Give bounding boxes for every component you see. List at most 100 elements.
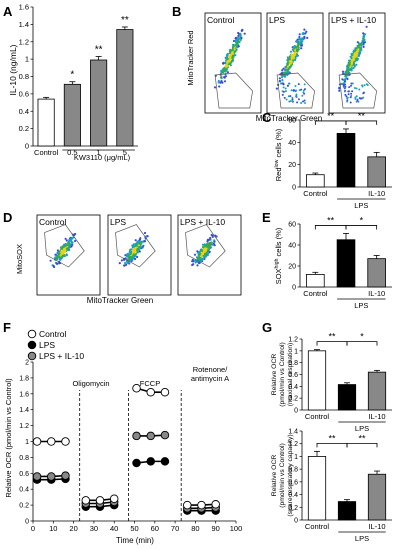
flow-d-plot-control-event — [70, 237, 73, 240]
chart-F-data-point — [146, 457, 155, 466]
flow-b-plot-control-event — [225, 68, 228, 71]
flow-b-plot-lps-il10-event — [349, 65, 352, 68]
flow-b-plot-lps-il10-event — [350, 57, 353, 60]
chart-F-data-point — [160, 430, 170, 440]
flow-b-plot-lps-il10-event — [347, 74, 350, 77]
chart-G2-ytick-label: 0.8 — [288, 467, 298, 474]
chart-F-ytick-label: 0.2 — [19, 503, 29, 510]
flow-b-plot-lps-il10-event — [350, 84, 352, 87]
flow-b-plot-control-event — [231, 48, 234, 51]
flow-b-plot-lps-il10-event — [345, 95, 348, 98]
panel-letter-e: E — [262, 210, 271, 225]
flow-b-plot-lps-il10-event — [359, 42, 362, 45]
chart-A-bar — [90, 59, 108, 147]
flow-b-plot-lps-event — [286, 62, 289, 65]
flow-b-plot-lps-event — [300, 47, 303, 50]
flow-b-plot-control-event — [223, 70, 226, 73]
flow-b-plot-lps-event — [302, 89, 305, 92]
flow-b-plot-lps-event — [297, 83, 300, 86]
flow-b-plot-control-event — [234, 50, 237, 53]
flow-d-plot-lps-event — [126, 253, 129, 256]
flow-d-plot-lps-il10-event — [207, 246, 210, 249]
flow-b-plot-lps — [266, 12, 324, 114]
flow-d-plot-control-event — [64, 237, 67, 240]
chart-G1-category-label: Control — [305, 412, 330, 421]
chart-F-ytick-label: 0 — [25, 519, 29, 526]
chart-A-ytick-label: 0.4 — [19, 107, 29, 116]
chart-F-xtick-label: 50 — [130, 524, 138, 533]
flow-b-plot-lps-il10-event — [365, 83, 368, 86]
flow-b-plot-lps-il10-event — [355, 46, 358, 50]
chart-G2-significance-mark: ** — [358, 433, 366, 443]
flow-d-plot-control-event — [71, 243, 74, 246]
flow-b-plot-lps-event — [281, 69, 284, 72]
flow-d-plot-lps-event — [143, 240, 147, 243]
flow-d-plot-lps-event — [134, 248, 137, 251]
flow-b-plot-lps-event — [303, 83, 306, 86]
flow-d-plot-lps-event — [125, 263, 128, 266]
flow-b-plot-lps-event — [295, 46, 298, 49]
flow-b-plot-lps-event — [281, 82, 284, 85]
chart-E-category-label: Control — [303, 289, 328, 298]
flow-b-plot-lps-il10-event — [348, 86, 351, 89]
chart-A-bar — [63, 83, 81, 147]
flow-b-ylabel: MitoTracker Red — [186, 30, 195, 85]
flow-d-plot-lps-il10-event — [208, 238, 211, 241]
flow-d-plot-control-event — [54, 253, 57, 256]
chart-F-ytick-label: 1 — [25, 439, 29, 446]
flow-b-plot-lps-il10-event — [361, 85, 364, 88]
flow-d-plot-control-event — [55, 262, 58, 265]
flow-d-plot-lps-event — [138, 246, 141, 249]
chart-F-xtick-label: 10 — [49, 524, 57, 533]
chart-E-category-label: IL-10 — [368, 289, 385, 298]
flow-d-plot-control-event — [49, 259, 52, 262]
flow-b-plot-lps-il10-event — [343, 83, 347, 86]
flow-d-plot-lps-il10 — [177, 214, 242, 296]
flow-b-plot-lps-event — [300, 102, 303, 104]
flow-b-plot-lps-il10-event — [341, 70, 345, 73]
chart-G1-bar — [337, 384, 357, 411]
flow-d-plot-control-event — [73, 233, 76, 237]
flow-b-plot-control-event — [222, 62, 225, 65]
flow-b-plot-lps-il10-gate — [338, 72, 377, 109]
flow-d-plot-lps-il10-event — [191, 260, 194, 263]
flow-b-plot-control-event — [229, 55, 232, 58]
chart-E-bar — [306, 273, 325, 288]
flow-d-plot-lps-il10-event — [201, 253, 204, 256]
flow-b-plot-lps-event — [304, 32, 307, 35]
flow-b-plot-lps-event — [283, 75, 287, 78]
flow-b-plot-lps-event — [282, 67, 285, 70]
chart-f-ylabel: Relative OCR (pmol/min vs Control) — [4, 378, 13, 498]
chart-F-ytick-label: 1.8 — [19, 375, 29, 382]
chart-G1-ytick-label: 0.2 — [288, 396, 298, 403]
flow-b-plot-control-event — [230, 49, 233, 52]
chart-G1-ytick-label: 0.4 — [288, 384, 298, 391]
flow-d-plot-lps-il10-event — [206, 254, 209, 257]
injection-label-fccp: FCCP — [140, 379, 160, 388]
chart-G1-ytick-label: 1 — [294, 348, 298, 355]
flow-d-plot-control-event — [67, 249, 70, 252]
chart-G2-bar — [367, 473, 387, 521]
flow-b-plot-lps-event — [294, 85, 297, 87]
chart-F-data-point — [160, 457, 170, 466]
flow-d-plot-control-event — [74, 239, 77, 243]
flow-b-plot-lps-il10-event — [347, 65, 350, 68]
flow-d-plot-lps-il10-event — [193, 253, 197, 256]
chart-E-bar — [336, 239, 356, 288]
flow-b-plot-lps-il10-event — [343, 80, 347, 83]
flow-b-plot-lps-event — [301, 40, 304, 43]
chart-F-data-point — [61, 437, 70, 446]
flow-d-plot-lps-il10-event — [211, 243, 214, 246]
flow-d-plot-control-gate — [44, 224, 85, 268]
chart-F-xtick-label: 30 — [90, 524, 98, 533]
flow-b-plot-control-event — [239, 34, 242, 37]
flow-b-plot-lps-event — [285, 98, 288, 101]
panel-letter-b: B — [172, 4, 181, 19]
chart-C-significance-mark: ** — [327, 111, 335, 121]
flow-b-plot-lps-il10-event — [360, 49, 363, 52]
flow-b-plot-lps-il10-event — [355, 63, 358, 66]
flow-b-plot-control-event — [233, 44, 236, 47]
flow-d-plot-lps-event — [146, 235, 149, 238]
flow-b-plot-lps-il10-event — [357, 100, 360, 103]
flow-b-plot-label-control: Control — [207, 15, 235, 25]
